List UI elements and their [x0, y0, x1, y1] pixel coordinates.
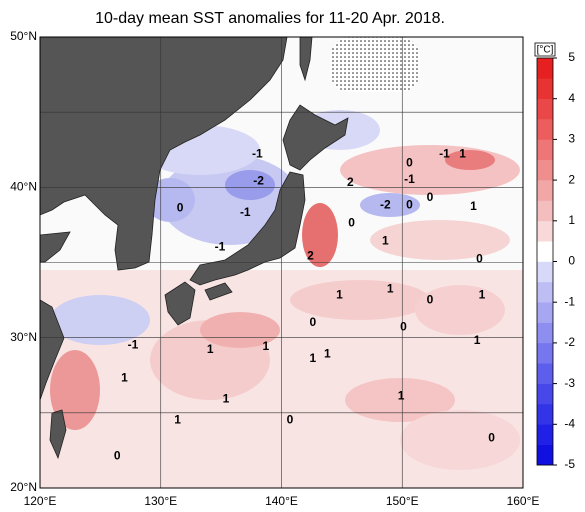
colorbar-bin: [537, 200, 553, 222]
colorbar-tick-label: 2: [568, 172, 575, 186]
contour-label: 1: [207, 342, 214, 356]
contour-label: 1: [310, 351, 317, 365]
unit-box: [534, 42, 556, 57]
colorbar-bin: [537, 58, 553, 79]
contour-label: 0: [114, 449, 121, 463]
colorbar-tick-label: -4: [564, 416, 575, 430]
x-tick-label: 150°E: [386, 494, 419, 508]
colorbar-tick-label: 5: [568, 50, 575, 64]
colorbar-bin: [537, 424, 553, 445]
contour-label: -1: [128, 337, 139, 351]
contour-label: 0: [310, 315, 317, 329]
x-tick-label: 120°E: [24, 494, 57, 508]
contour-label: -1: [252, 146, 263, 160]
y-tick-label: 30°N: [10, 330, 37, 344]
map-frame: [39, 36, 524, 489]
x-tick-label: 130°E: [144, 494, 177, 508]
contour-label: 0: [287, 413, 294, 427]
x-tick-label: 160°E: [507, 494, 540, 508]
contour-label: 1: [474, 333, 481, 347]
colorbar-tick-label: -3: [564, 376, 575, 390]
colorbar-tick-label: -5: [564, 457, 575, 471]
colorbar-tick-label: 0: [568, 254, 575, 268]
colorbar-bin: [537, 180, 553, 201]
y-tick-label: 50°N: [10, 29, 37, 43]
contour-label: 1: [470, 199, 477, 213]
contour-label: -2: [253, 173, 264, 187]
colorbar-tick-label: -1: [564, 294, 575, 308]
colorbar-bin: [537, 241, 553, 262]
contour-label: 2: [347, 175, 354, 189]
contour-label: 1: [174, 413, 181, 427]
contour-label: 1: [223, 391, 230, 405]
contour-label: 1: [262, 339, 269, 353]
contour-label: 1: [382, 234, 389, 248]
contour-label: 0: [427, 190, 434, 204]
colorbar-bin: [537, 302, 553, 323]
contour-label: 0: [177, 201, 184, 215]
colorbar-tick-label: -2: [564, 335, 575, 349]
colorbar-bin: [537, 78, 553, 99]
contour-label: 0: [400, 319, 407, 333]
x-tick-label: 140°E: [265, 494, 298, 508]
contour-label: 0: [488, 431, 495, 445]
colorbar-bin: [537, 119, 553, 140]
contour-label: 0: [427, 292, 434, 306]
colorbar-tick-label: 3: [568, 132, 575, 146]
colorbar-bin: [537, 403, 553, 425]
contour-label: -1: [404, 172, 415, 186]
y-tick-label: 20°N: [10, 480, 37, 494]
contour-label: 1: [324, 346, 331, 360]
colorbar-bin: [537, 322, 553, 344]
colorbar-bin: [537, 261, 553, 283]
y-tick-label: 40°N: [10, 180, 37, 194]
colorbar-bin: [537, 342, 553, 364]
axes: 120°E 130°E 140°E 150°E 160°E 20°N 30°N 40°N 50°…: [10, 29, 539, 508]
contour-label: 0: [406, 155, 413, 169]
contour-label: 1: [459, 146, 466, 160]
contour-label: 0: [476, 252, 483, 266]
contour-label: 1: [479, 288, 486, 302]
colorbar-bin: [537, 98, 553, 120]
colorbar: [°C] 5 4 3 2 1 0 -1 -2 -3 -4 -5: [534, 42, 575, 471]
sea-ice: [330, 37, 420, 92]
colorbar-tick-label: 4: [568, 91, 575, 105]
colorbar-bin: [537, 139, 553, 161]
contour-label: 1: [398, 388, 405, 402]
grid: [40, 37, 523, 488]
land: [40, 37, 349, 460]
contour-label: -1: [215, 240, 226, 254]
unit-label: [°C]: [537, 45, 554, 56]
colorbar-bin: [537, 159, 553, 181]
contour-label: 1: [387, 282, 394, 296]
colorbar-tick-label: 1: [568, 213, 575, 227]
contour-label: 1: [121, 370, 128, 384]
map-title: 10-day mean SST anomalies for 11-20 Apr.…: [95, 10, 445, 27]
colorbar-bin: [537, 383, 553, 405]
contour-label: 0: [406, 198, 413, 212]
contour-label: 0: [348, 216, 355, 230]
contour-label: 1: [336, 288, 343, 302]
contour-label: -1: [240, 205, 251, 219]
colorbar-bin: [537, 444, 553, 466]
contour-label: 2: [307, 249, 314, 263]
colorbar-bin: [537, 281, 553, 303]
contour-label: -2: [380, 198, 391, 212]
colorbar-bin: [537, 363, 553, 384]
colorbar-bin: [537, 220, 553, 242]
contour-label: -1: [439, 146, 450, 160]
